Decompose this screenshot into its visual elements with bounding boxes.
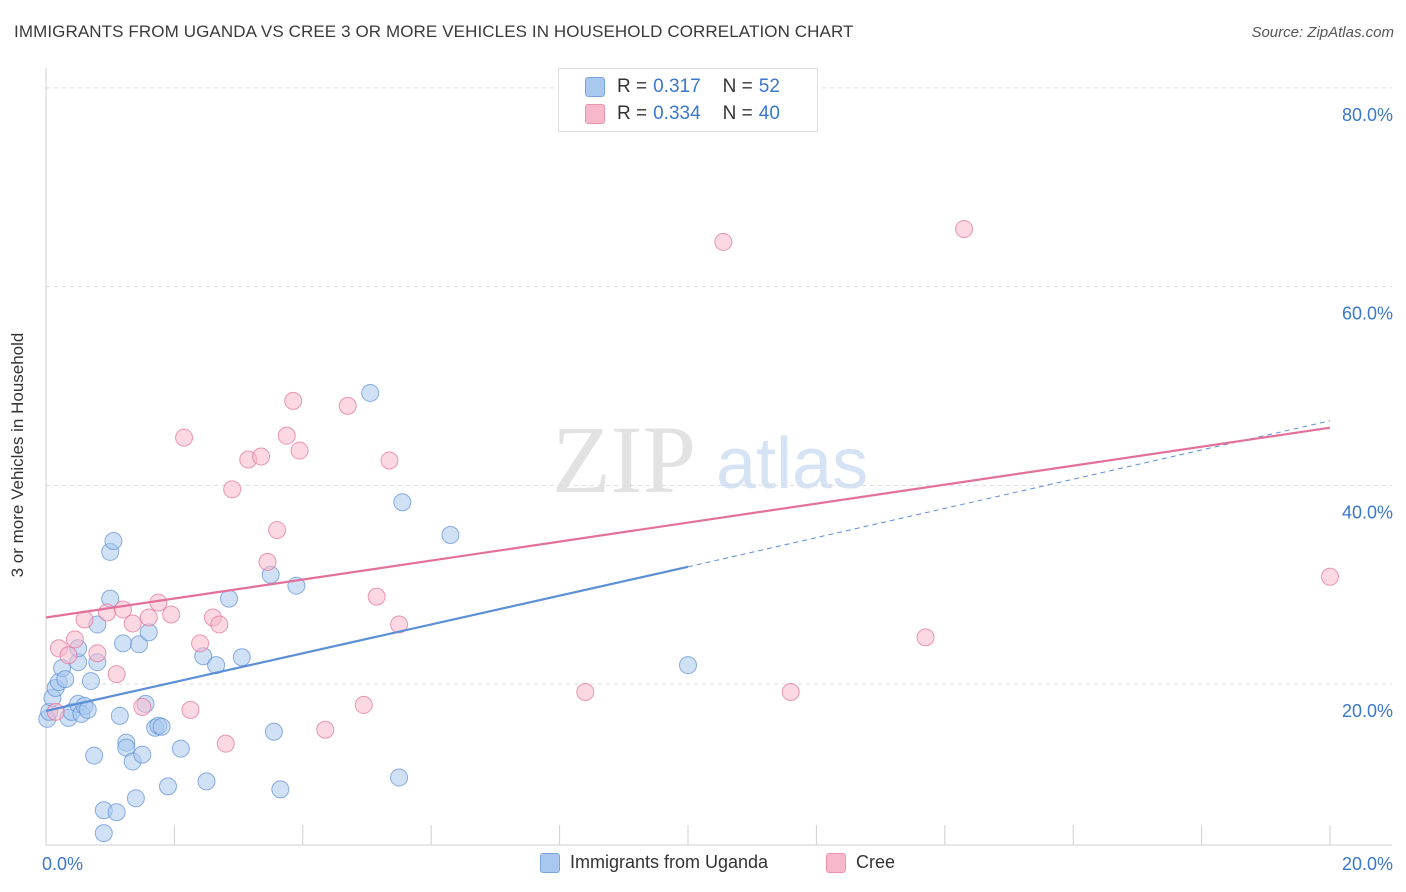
point-uganda <box>107 803 126 822</box>
point-cree <box>284 391 303 410</box>
legend-item-cree: Cree <box>826 852 895 873</box>
point-cree <box>65 630 84 649</box>
point-cree <box>46 702 65 721</box>
legend-swatch-uganda <box>540 852 560 873</box>
grid-lines <box>46 87 1392 685</box>
point-uganda <box>104 531 123 550</box>
point-cree <box>59 646 78 665</box>
point-cree <box>175 428 194 447</box>
n-value: 52 <box>758 76 780 97</box>
point-cree <box>258 552 277 571</box>
point-uganda <box>152 717 171 736</box>
legend-label-cree: Cree <box>856 852 896 872</box>
chart-title: IMMIGRANTS FROM UGANDA VS CREE 3 OR MORE… <box>14 22 854 41</box>
point-cree <box>216 734 235 753</box>
legend-series: Immigrants from Uganda Cree <box>0 852 1406 878</box>
data-points <box>38 220 1339 843</box>
legend-item-uganda: Immigrants from Uganda <box>540 852 768 873</box>
trend-line-uganda <box>45 565 689 712</box>
point-uganda <box>171 739 190 758</box>
point-uganda <box>126 789 145 808</box>
tick-labels: 20.0% 40.0% 60.0% 80.0% 0.0% 20.0% <box>42 105 1393 874</box>
point-cree <box>162 605 181 624</box>
point-cree <box>181 700 200 719</box>
r-value: 0.334 <box>653 103 701 124</box>
point-uganda <box>232 648 251 667</box>
point-uganda <box>56 670 75 689</box>
point-uganda <box>390 768 409 787</box>
point-cree <box>290 441 309 460</box>
point-cree <box>367 587 386 606</box>
r-label: R = <box>617 103 648 124</box>
legend-row-cree: R = 0.334 N = 40 <box>585 102 780 126</box>
legend-swatch-cree <box>826 852 846 873</box>
y-tick-label: 80.0% <box>1342 105 1393 125</box>
n-label: N = <box>722 103 753 124</box>
legend-row-uganda: R = 0.317 N = 52 <box>585 75 780 99</box>
point-uganda <box>393 493 412 512</box>
point-cree <box>107 665 126 684</box>
point-cree <box>781 682 800 701</box>
point-cree <box>955 220 974 239</box>
point-cree <box>223 480 242 499</box>
point-cree <box>191 634 210 653</box>
point-cree <box>139 608 158 627</box>
x-tick-label: 0.0% <box>42 854 83 874</box>
y-tick-label: 60.0% <box>1342 304 1393 324</box>
legend-stats: R = 0.317 N = 52 R = 0.334 N = 40 <box>558 68 818 132</box>
legend-swatch-cree <box>585 104 605 124</box>
r-value: 0.317 <box>653 76 701 97</box>
point-uganda <box>679 656 697 675</box>
r-label: R = <box>617 76 648 97</box>
point-cree <box>252 447 271 466</box>
source-label: Source: ZipAtlas.com <box>1251 24 1394 41</box>
point-uganda <box>361 383 380 402</box>
point-uganda <box>110 706 129 725</box>
point-cree <box>576 682 595 701</box>
watermark: ZIP atlas <box>552 406 868 513</box>
point-cree <box>88 644 107 663</box>
watermark-zip: ZIP <box>552 406 696 513</box>
n-value: 40 <box>758 103 780 124</box>
point-cree <box>390 615 409 634</box>
trend-extension-uganda <box>687 420 1331 568</box>
point-uganda <box>441 526 460 545</box>
point-uganda <box>81 672 100 691</box>
point-uganda <box>133 745 152 764</box>
axes <box>45 68 1392 846</box>
legend-label-uganda: Immigrants from Uganda <box>570 852 769 872</box>
point-cree <box>714 232 733 251</box>
point-cree <box>338 396 357 415</box>
point-uganda <box>197 772 216 791</box>
point-cree <box>277 426 296 445</box>
trend-line-cree <box>45 426 1331 619</box>
point-cree <box>268 521 287 540</box>
trend-lines <box>45 420 1331 712</box>
point-cree <box>123 614 142 633</box>
y-tick-label: 40.0% <box>1342 502 1393 522</box>
point-uganda <box>85 746 104 765</box>
legend-swatch-uganda <box>585 77 605 97</box>
n-label: N = <box>722 76 753 97</box>
point-uganda <box>94 824 113 843</box>
point-uganda <box>219 589 238 608</box>
point-cree <box>210 615 229 634</box>
point-cree <box>133 697 152 716</box>
point-uganda <box>130 635 149 654</box>
point-cree <box>916 628 935 647</box>
watermark-atlas: atlas <box>716 424 868 504</box>
point-cree <box>380 451 399 470</box>
point-uganda <box>264 722 283 741</box>
point-cree <box>316 720 335 739</box>
point-uganda <box>114 634 133 653</box>
point-cree <box>1321 567 1339 586</box>
point-uganda <box>271 780 290 799</box>
y-tick-label: 20.0% <box>1342 701 1393 721</box>
point-uganda <box>158 777 177 796</box>
x-tick-label: 20.0% <box>1342 854 1393 874</box>
point-cree <box>354 695 373 714</box>
